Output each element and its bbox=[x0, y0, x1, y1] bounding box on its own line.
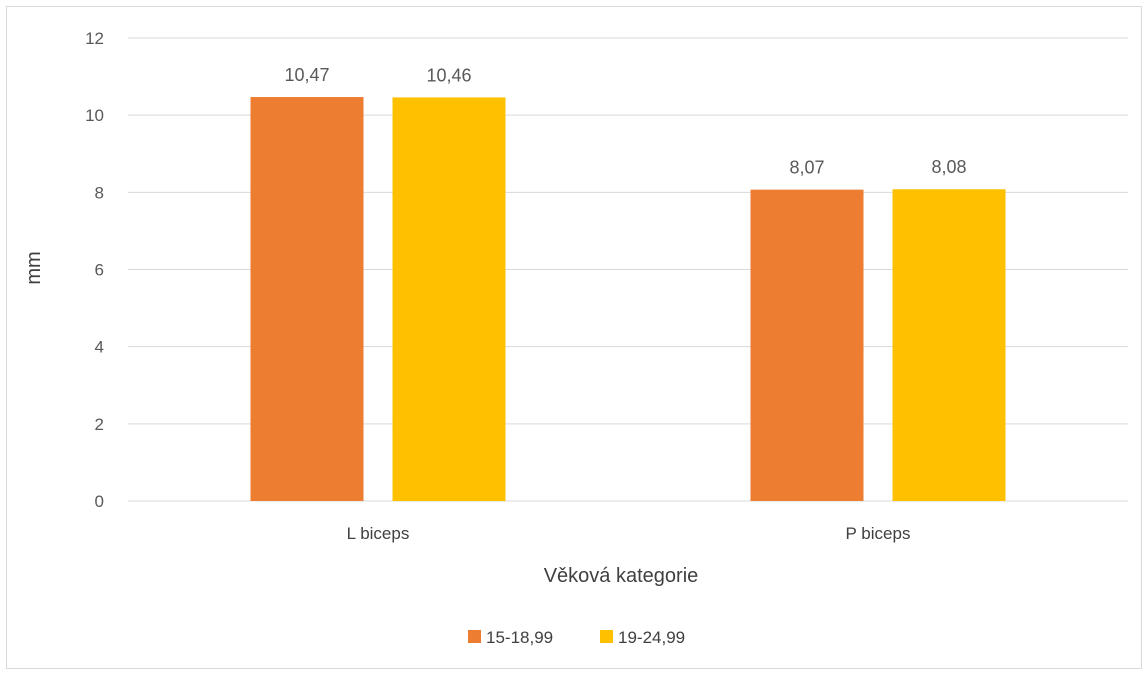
y-tick-label: 8 bbox=[95, 183, 104, 202]
bar bbox=[892, 189, 1006, 501]
legend-swatch bbox=[468, 630, 481, 643]
data-labels: 10,47 10,46 8,07 8,08 bbox=[284, 65, 966, 178]
y-tick-label: 6 bbox=[95, 261, 104, 280]
bar bbox=[392, 97, 506, 501]
x-axis-categories: L biceps P biceps bbox=[347, 524, 911, 543]
y-tick-label: 10 bbox=[85, 106, 104, 125]
x-axis-title: Věková kategorie bbox=[544, 565, 699, 587]
legend: 15-18,99 19-24,99 bbox=[468, 628, 685, 647]
bar bbox=[750, 189, 864, 501]
bars bbox=[250, 97, 1006, 501]
y-axis-ticks: 0 2 4 6 8 10 12 bbox=[85, 29, 104, 511]
y-tick-label: 4 bbox=[95, 338, 104, 357]
data-label: 10,47 bbox=[284, 65, 329, 85]
y-tick-label: 12 bbox=[85, 29, 104, 48]
data-label: 8,08 bbox=[931, 157, 966, 177]
y-tick-label: 2 bbox=[95, 415, 104, 434]
y-tick-label: 0 bbox=[95, 492, 104, 511]
y-axis-title: mm bbox=[23, 251, 45, 284]
legend-swatch bbox=[600, 630, 613, 643]
legend-label: 15-18,99 bbox=[486, 628, 553, 647]
data-label: 10,46 bbox=[426, 65, 471, 85]
legend-label: 19-24,99 bbox=[618, 628, 685, 647]
bar bbox=[250, 97, 364, 501]
x-category-label: L biceps bbox=[347, 524, 410, 543]
data-label: 8,07 bbox=[789, 158, 824, 178]
x-category-label: P biceps bbox=[846, 524, 911, 543]
